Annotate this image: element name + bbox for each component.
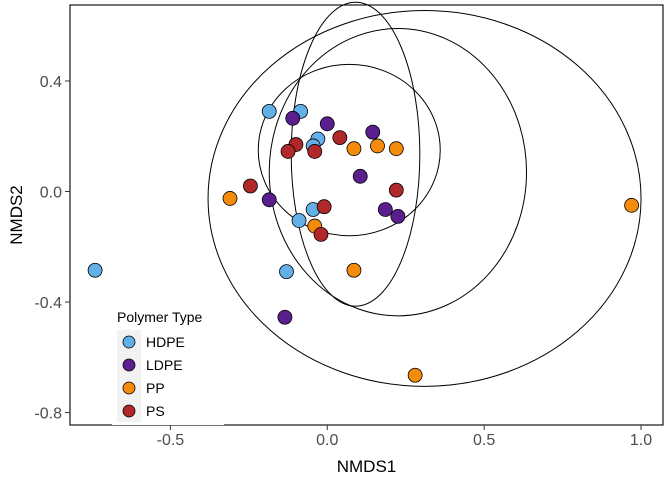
ellipse-1	[207, 10, 642, 387]
x-tick-label: 0.0	[316, 432, 338, 449]
legend-key-pp	[122, 381, 136, 395]
legend-label-pp: PP	[146, 380, 165, 396]
y-tick-label: 0.0	[40, 185, 62, 202]
legend-label-ldpe: LDPE	[146, 357, 183, 373]
point-ps-3	[307, 144, 323, 159]
ellipse-2	[257, 63, 441, 237]
y-axis-label: NMDS2	[7, 185, 26, 245]
point-hdpe-1	[261, 103, 277, 119]
point-ps-2	[280, 144, 296, 159]
point-hdpe-6	[291, 213, 307, 228]
point-pp-1	[370, 138, 385, 154]
point-ldpe-6	[377, 202, 393, 217]
legend-label-hdpe: HDPE	[146, 334, 185, 350]
plot-panel-border	[69, 4, 664, 426]
point-ldpe-5	[261, 192, 277, 208]
point-ps-6	[388, 182, 404, 198]
x-tick-label: -0.5	[157, 432, 185, 449]
point-ps-7	[316, 199, 332, 215]
axes: -0.5 0.0 0.5 1.0 0.4 0.0 -0.4 -0.8	[34, 74, 652, 449]
point-ps-8	[313, 226, 329, 242]
point-ps-4	[332, 130, 348, 146]
point-pp-6	[346, 262, 362, 278]
point-ldpe-1	[285, 110, 301, 126]
point-ldpe-7	[390, 208, 406, 224]
point-ps-5	[243, 178, 258, 194]
point-pp-8	[624, 197, 640, 213]
legend-title: Polymer Type	[117, 309, 203, 325]
legend-key-ldpe	[122, 358, 136, 372]
legend-key-hdpe	[122, 335, 136, 349]
point-pp-2	[388, 141, 404, 157]
confidence-ellipses	[207, 1, 642, 387]
point-pp-3	[346, 141, 362, 157]
legend-items: HDPE LDPE PP PS	[117, 330, 185, 422]
point-pp-7	[407, 367, 423, 383]
legend: Polymer Type HDPE LDPE PP PS	[112, 300, 224, 425]
point-hdpe-8	[87, 262, 103, 278]
data-points	[87, 103, 640, 383]
y-tick-label: -0.4	[34, 295, 62, 312]
y-tick-label: 0.4	[40, 74, 62, 91]
ellipse-4	[268, 27, 528, 317]
point-ldpe-8	[277, 309, 293, 325]
point-ldpe-3	[365, 124, 381, 140]
point-pp-4	[222, 191, 238, 206]
legend-key-ps	[122, 404, 136, 418]
x-axis-label: NMDS1	[337, 457, 397, 476]
y-tick-label: -0.8	[34, 406, 62, 423]
legend-label-ps: PS	[146, 403, 165, 419]
point-ldpe-2	[319, 116, 335, 132]
point-hdpe-7	[279, 264, 294, 280]
point-ldpe-4	[352, 168, 368, 184]
x-tick-label: 1.0	[630, 432, 652, 449]
x-tick-label: 0.5	[473, 432, 495, 449]
